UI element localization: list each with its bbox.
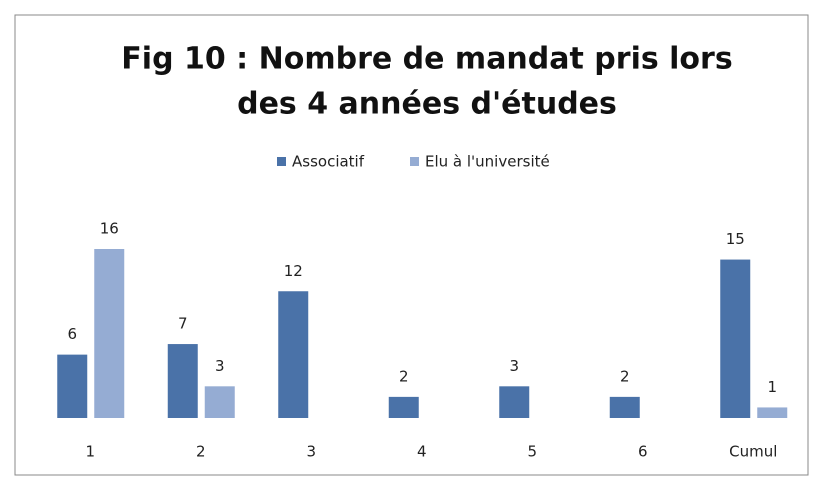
data-label: 1: [767, 378, 777, 396]
bar: [720, 259, 751, 418]
bar: [278, 291, 309, 418]
bar: [204, 386, 235, 418]
bar: [167, 344, 198, 418]
x-tick-label: 5: [527, 443, 537, 461]
legend-swatch: [277, 157, 286, 166]
data-label: 2: [620, 367, 630, 385]
x-tick-label: 1: [85, 443, 95, 461]
chart-title: Fig 10 : Nombre de mandat pris lors: [121, 42, 732, 77]
bar: [94, 249, 125, 418]
data-label: 3: [509, 357, 519, 375]
x-tick-label: Cumul: [729, 443, 777, 461]
bar: [57, 354, 88, 418]
data-label: 7: [178, 315, 188, 333]
x-tick-label: 4: [417, 443, 427, 461]
x-tick-label: 6: [638, 443, 648, 461]
data-label: 12: [284, 262, 303, 280]
bar: [757, 407, 788, 418]
legend-label: Associatif: [292, 153, 365, 171]
bar: [499, 386, 530, 418]
chart-title: des 4 années d'études: [237, 87, 617, 122]
legend-swatch: [410, 157, 419, 166]
data-label: 3: [215, 357, 225, 375]
legend-label: Elu à l'université: [425, 153, 550, 171]
data-label: 15: [726, 230, 745, 248]
x-tick-label: 2: [196, 443, 206, 461]
x-tick-label: 3: [306, 443, 316, 461]
data-label: 6: [67, 325, 77, 343]
bar: [388, 396, 419, 418]
data-label: 2: [399, 367, 409, 385]
bar: [609, 396, 640, 418]
data-label: 16: [100, 220, 119, 238]
